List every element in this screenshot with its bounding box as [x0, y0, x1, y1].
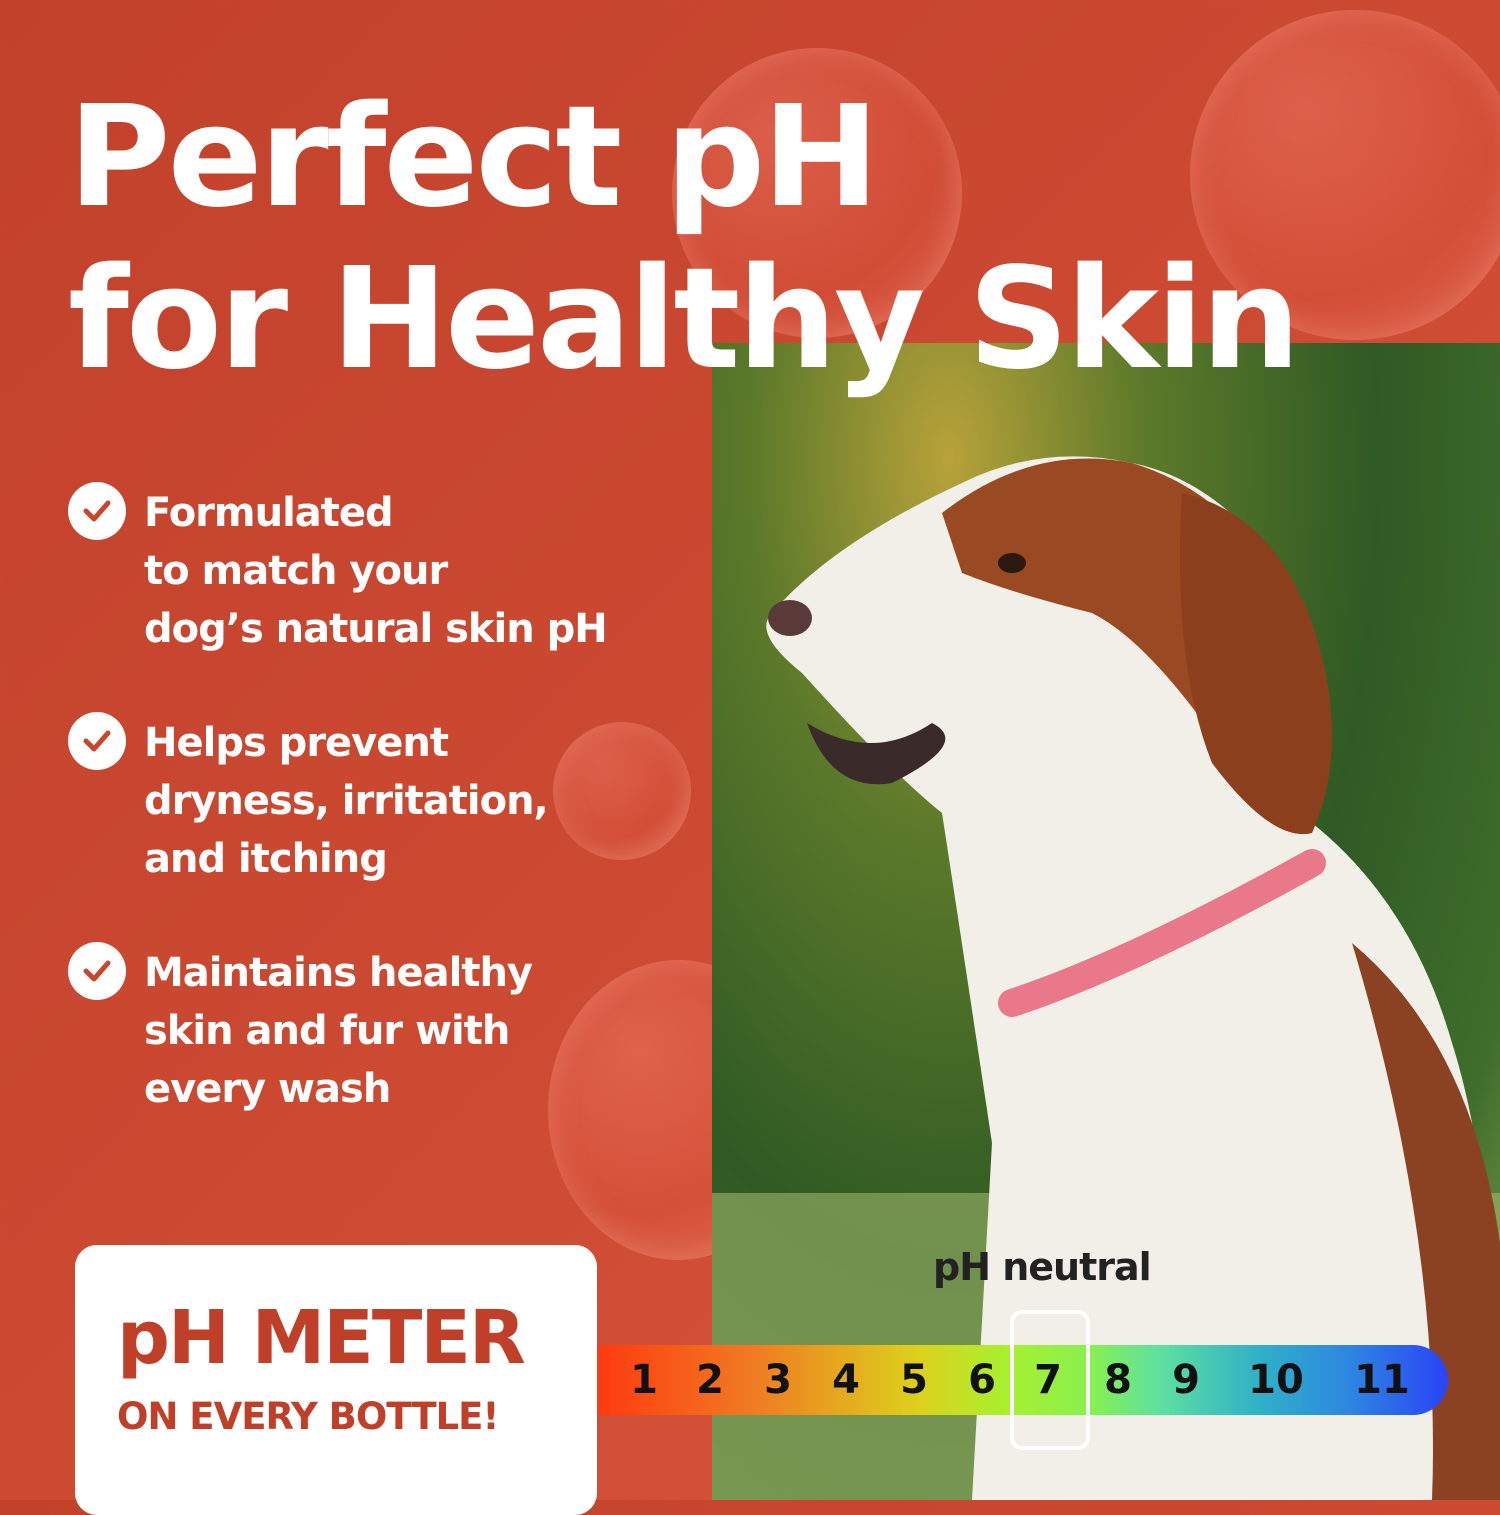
- benefit-item: Maintains healthy skin and fur with every …: [68, 942, 533, 1118]
- benefit-text: every wash: [144, 1066, 391, 1112]
- benefit-text: dog’s natural skin pH: [144, 606, 608, 652]
- benefit-text: skin and fur with: [144, 1008, 510, 1054]
- headline-line-2: for Healthy Skin: [68, 238, 1301, 401]
- benefit-text: Helps prevent: [144, 720, 449, 766]
- check-circle-icon: [68, 712, 126, 770]
- check-circle-icon: [68, 482, 126, 540]
- ph-value-7: 7: [1034, 1357, 1062, 1403]
- dog-illustration: [712, 456, 1500, 1500]
- benefit-item: Helps prevent dryness, irritation, and itc…: [68, 712, 549, 888]
- benefit-text: Formulated: [144, 490, 394, 536]
- ph-value-10: 10: [1248, 1357, 1304, 1403]
- benefit-item: Formulated to match your dog’s natural ski…: [68, 482, 608, 658]
- ph-value-3: 3: [764, 1357, 792, 1403]
- headline-line-1: Perfect pH: [68, 76, 879, 239]
- ph-value-5: 5: [900, 1357, 928, 1403]
- ph-value-8: 8: [1104, 1357, 1132, 1403]
- badge-title: pH METER: [117, 1295, 526, 1381]
- decorative-bubble: [553, 722, 691, 860]
- ph-value-11: 11: [1354, 1357, 1410, 1403]
- ph-value-4: 4: [832, 1357, 860, 1403]
- decorative-bubble: [672, 48, 962, 338]
- check-circle-icon: [68, 942, 126, 1000]
- ph-value-9: 9: [1172, 1357, 1200, 1403]
- ph-meter-badge: pH METER ON EVERY BOTTLE!: [75, 1245, 597, 1515]
- ph-value-1: 1: [630, 1357, 658, 1403]
- benefit-text: Maintains healthy: [144, 950, 533, 996]
- ph-highlight-marker: [1010, 1310, 1090, 1450]
- badge-subtitle: ON EVERY BOTTLE!: [117, 1395, 499, 1438]
- ph-value-2: 2: [696, 1357, 724, 1403]
- benefit-text: to match your: [144, 548, 448, 594]
- ph-value-6: 6: [968, 1357, 996, 1403]
- benefit-text: and itching: [144, 836, 388, 882]
- benefit-text: dryness, irritation,: [144, 778, 549, 824]
- decorative-bubble: [1190, 10, 1500, 340]
- ph-scale-bar: 1 2 3 4 5 6 7 8 9 10 11: [598, 1345, 1448, 1415]
- ph-neutral-label: pH neutral: [933, 1245, 1152, 1289]
- dog-photo: [712, 343, 1500, 1500]
